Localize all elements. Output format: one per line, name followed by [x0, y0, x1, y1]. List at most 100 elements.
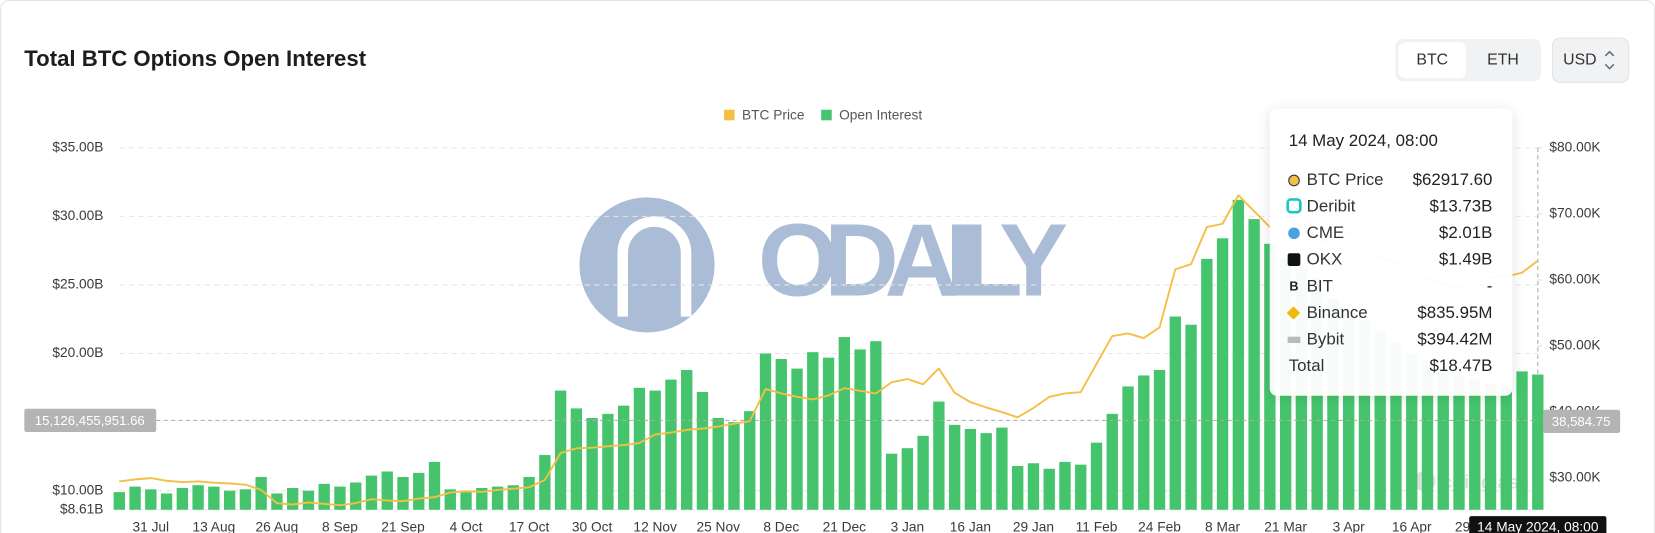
bar: [1169, 316, 1181, 510]
tooltip-name: Bybit: [1307, 330, 1345, 349]
crosshair-x-label: 14 May 2024, 08:00: [1477, 519, 1599, 533]
bar: [554, 390, 567, 510]
bar: [1327, 298, 1339, 510]
toggle-label[interactable]: BTC: [1416, 51, 1448, 68]
toggle-label[interactable]: ETH: [1487, 51, 1519, 68]
y-tick-label: $20.00B: [52, 345, 103, 360]
tooltip-name: Total: [1289, 356, 1325, 375]
bar: [665, 379, 677, 510]
icon: [1287, 253, 1301, 266]
bar: [1106, 413, 1118, 510]
legend-label: Open Interest: [839, 108, 922, 123]
x-tick-label: 3 Apr: [1333, 519, 1365, 533]
bar: [381, 471, 393, 510]
bar: [964, 428, 977, 510]
x-tick-label: 17 Oct: [509, 519, 550, 533]
bar: [617, 405, 630, 510]
bar: [539, 455, 551, 510]
bar: [1516, 371, 1528, 510]
tooltip-name: Binance: [1307, 303, 1368, 322]
bar: [1343, 311, 1355, 510]
x-tick-label: 4 Oct: [450, 519, 483, 533]
bar: [681, 369, 693, 510]
x-tick-label: 31 Jul: [133, 519, 170, 533]
tooltip-value: -: [1487, 276, 1493, 295]
icon: [1288, 227, 1300, 240]
x-tick-label: 30 Oct: [572, 519, 613, 533]
bar: [1090, 442, 1103, 510]
bar: [1248, 219, 1260, 510]
x-tick-label: 21 Mar: [1264, 519, 1307, 533]
bar: [791, 368, 803, 510]
bar: [744, 411, 756, 510]
currency-select[interactable]: [1552, 37, 1630, 83]
bar: [491, 486, 504, 510]
tooltip-name: BIT: [1307, 276, 1333, 295]
y2-tick-label: $30.00K: [1549, 470, 1600, 485]
x-tick-label: 21 Dec: [823, 519, 867, 533]
icon: [1287, 336, 1301, 344]
tooltip-value: $2.01B: [1439, 223, 1492, 242]
bar: [129, 486, 141, 510]
legend-swatch: [724, 109, 735, 121]
tooltip-name: BTC Price: [1307, 170, 1384, 189]
bar: [1484, 383, 1497, 510]
bar: [1453, 375, 1465, 510]
tooltip-value: $13.73B: [1430, 197, 1493, 216]
bar: [1216, 238, 1229, 510]
tooltip-value: $835.95M: [1417, 303, 1492, 322]
x-tick-label: 26 Aug: [256, 519, 299, 533]
bar: [160, 493, 173, 510]
crosshair-label-box: [24, 408, 157, 432]
crosshair-x-box: [1469, 516, 1607, 533]
tooltip-name: Deribit: [1307, 197, 1356, 216]
x-tick-label: 3 Jan: [891, 519, 925, 533]
x-tick-label: 16 Apr: [1392, 519, 1432, 533]
watermark-text: ODAILY: [758, 201, 1075, 317]
bar: [1012, 466, 1024, 510]
bar: [1390, 342, 1402, 510]
bar: [255, 476, 267, 510]
bar: [838, 337, 850, 510]
crosshair-label-box: [1543, 409, 1621, 433]
bar: [1406, 353, 1418, 510]
tooltip-box: [1269, 108, 1513, 396]
bar: [208, 486, 220, 510]
bar: [413, 472, 425, 510]
watermark: ODAILY coinglass: [579, 197, 1529, 493]
bar: [917, 435, 929, 510]
bar: [948, 424, 961, 510]
crosshair-label: 38,584.75: [1552, 414, 1611, 429]
bar: [507, 485, 520, 510]
bar: [1201, 258, 1213, 510]
bar: [901, 448, 914, 510]
bar: [696, 391, 709, 510]
bar: [586, 418, 598, 510]
bar: [759, 353, 772, 510]
legend-swatch: [821, 109, 832, 121]
y-tick-label: $10.00B: [52, 482, 103, 497]
tooltip-title: 14 May 2024, 08:00: [1289, 131, 1438, 150]
y-tick-label: $25.00B: [52, 277, 103, 292]
bar: [712, 418, 724, 510]
bar: [192, 485, 204, 510]
bar: [570, 408, 583, 510]
y-tick-label: $8.61B: [60, 501, 103, 516]
toggle-btc[interactable]: [1398, 42, 1467, 79]
tooltip-name: CME: [1307, 223, 1345, 242]
bar: [1027, 463, 1040, 510]
x-tick-label: 11 Feb: [1076, 519, 1118, 533]
currency-label[interactable]: USD: [1563, 51, 1596, 68]
bar: [1153, 369, 1166, 510]
bar: [980, 433, 992, 510]
x-tick-label: 8 Sep: [322, 519, 358, 533]
bar: [113, 492, 125, 510]
bar: [334, 486, 346, 510]
y2-tick-label: $80.00K: [1549, 139, 1600, 154]
icon: [1288, 174, 1300, 187]
bar: [775, 359, 787, 510]
tooltip-value: $1.49B: [1439, 250, 1492, 269]
bar: [145, 489, 157, 510]
bar: [602, 413, 614, 510]
